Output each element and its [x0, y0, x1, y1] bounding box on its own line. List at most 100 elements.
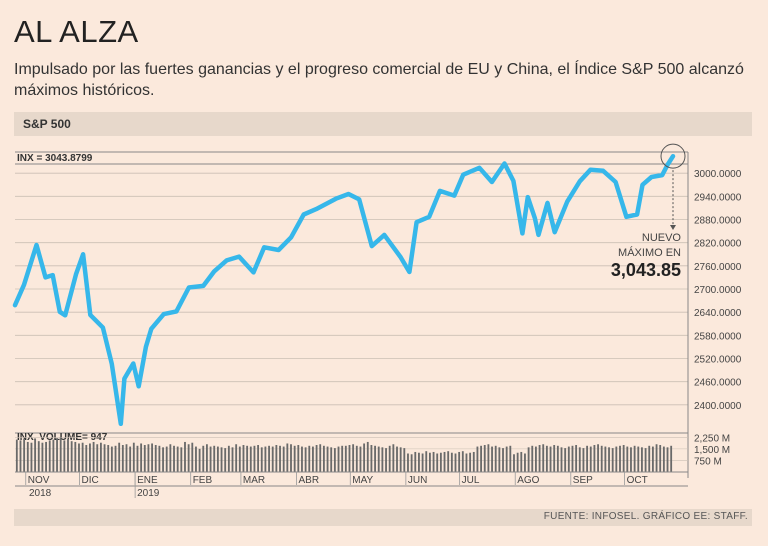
volume-bar	[480, 445, 482, 472]
x-month-label: AGO	[517, 475, 539, 486]
volume-bar	[388, 445, 391, 472]
volume-bar	[151, 443, 153, 472]
series-label: INX = 3043.8799	[17, 153, 93, 164]
volume-bar	[418, 452, 420, 472]
y-tick-label: 2400.0000	[694, 401, 742, 412]
volume-bar	[414, 451, 417, 472]
volume-bar	[56, 438, 58, 472]
y-tick-label: 2940.0000	[694, 192, 742, 203]
x-month-label: ENE	[137, 475, 158, 486]
x-month-label: MAR	[243, 475, 265, 486]
volume-bar	[454, 453, 457, 472]
volume-bar	[359, 446, 362, 472]
x-month-label: FEB	[193, 475, 213, 486]
volume-bar	[85, 445, 88, 472]
volume-bar	[147, 444, 150, 472]
volume-bar	[70, 441, 73, 472]
volume-bar	[483, 445, 486, 472]
max-marker-circle	[660, 143, 686, 169]
volume-bar	[549, 446, 552, 472]
volume-bar	[469, 452, 472, 472]
volume-bar	[439, 452, 442, 472]
volume-bar	[399, 447, 402, 472]
volume-bar	[355, 445, 358, 472]
x-month-label: DIC	[82, 475, 99, 486]
volume-bar	[63, 440, 66, 472]
section-label: S&P 500	[23, 117, 71, 131]
x-month-label: OCT	[627, 475, 648, 486]
volume-bar	[377, 446, 380, 472]
volume-bar	[447, 451, 450, 472]
volume-bar	[67, 438, 69, 472]
y-tick-label: 2460.0000	[694, 378, 742, 389]
volume-bar	[637, 446, 640, 472]
volume-bar	[96, 444, 99, 472]
volume-bar	[352, 444, 355, 472]
volume-bar	[165, 446, 168, 472]
volume-bar	[173, 445, 175, 472]
volume-bar	[140, 443, 143, 472]
volume-bar	[396, 446, 398, 472]
volume-bar	[542, 444, 545, 472]
volume-bar	[249, 446, 252, 472]
volume-bar	[114, 445, 117, 472]
volume-bar	[78, 443, 80, 472]
volume-bar	[531, 445, 534, 472]
chart-title: AL ALZA	[14, 14, 139, 49]
volume-bar	[216, 446, 219, 472]
volume-bar	[641, 447, 643, 472]
volume-bar	[45, 441, 47, 472]
volume-bar	[92, 441, 95, 472]
volume-bar	[611, 448, 614, 472]
section-band: S&P 500	[14, 112, 752, 136]
volume-bar	[89, 443, 91, 472]
volume-bar	[392, 444, 395, 472]
x-month-label: JUL	[462, 475, 480, 486]
volume-bar	[209, 446, 212, 472]
volume-bar	[461, 451, 464, 472]
volume-bar	[670, 445, 673, 472]
volume-bar	[227, 445, 230, 472]
volume-bar	[257, 445, 260, 472]
volume-bar	[575, 445, 578, 472]
volume-bar	[19, 440, 22, 472]
volume-bar	[315, 445, 318, 472]
volume-bar	[344, 445, 347, 472]
volume-bar	[184, 441, 186, 472]
volume-bar	[487, 444, 490, 472]
volume-bar	[326, 446, 329, 472]
volume-bar	[99, 442, 102, 472]
volume-bar	[143, 445, 146, 472]
y-tick-label: 2820.0000	[694, 239, 742, 250]
source-note: FUENTE: INFOSEL. GRÁFICO EE: STAFF.	[543, 511, 748, 522]
volume-bar	[472, 451, 475, 472]
volume-bar	[538, 445, 541, 472]
volume-bar	[366, 441, 369, 472]
volume-bar	[425, 451, 428, 472]
volume-bar	[341, 445, 344, 472]
volume-bar	[421, 453, 424, 472]
volume-bar	[235, 444, 238, 472]
volume-bar	[465, 453, 468, 472]
volume-bar	[308, 445, 311, 472]
volume-bar	[23, 438, 26, 472]
x-year-label: 2018	[29, 488, 52, 499]
volume-bar	[264, 446, 267, 472]
volume-bar	[403, 448, 406, 472]
volume-bar	[268, 445, 270, 472]
volume-bar	[407, 453, 409, 472]
volume-bar	[337, 446, 340, 472]
x-month-label: ABR	[298, 475, 319, 486]
volume-bar	[410, 454, 413, 472]
volume-bar	[370, 445, 373, 472]
volume-bar	[319, 444, 322, 472]
volume-bar	[458, 451, 461, 472]
volume-bar	[644, 448, 647, 472]
volume-bar	[110, 446, 113, 472]
annotation-line2: MÁXIMO EN	[618, 246, 681, 259]
volume-bar	[348, 445, 351, 472]
volume-bar	[622, 445, 625, 472]
volume-bar	[630, 447, 632, 472]
x-month-label: JUN	[408, 475, 427, 486]
